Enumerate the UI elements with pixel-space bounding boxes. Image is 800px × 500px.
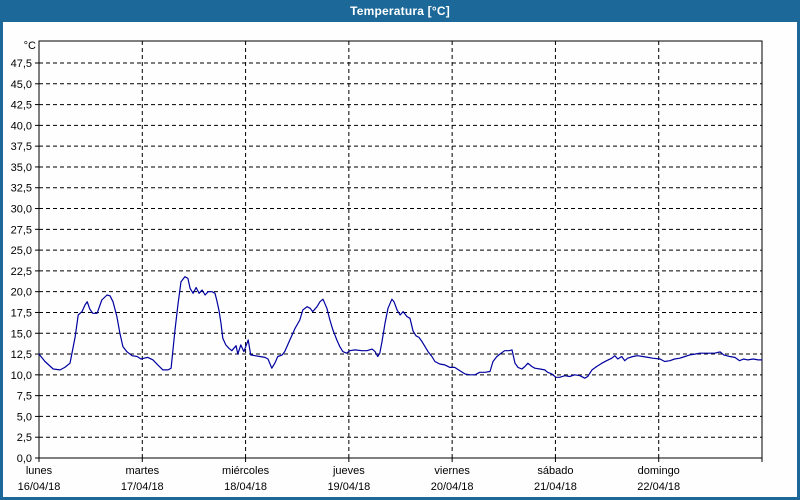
x-date-label: 20/04/18 <box>431 481 474 493</box>
x-date-label: 22/04/18 <box>637 481 680 493</box>
x-date-label: 17/04/18 <box>121 481 164 493</box>
y-tick-label: 15,0 <box>11 328 32 340</box>
x-weekday-label: martes <box>125 465 159 477</box>
y-tick-label: 40,0 <box>11 120 32 132</box>
x-date-label: 21/04/18 <box>534 481 577 493</box>
y-tick-label: 32,5 <box>11 183 32 195</box>
y-tick-label: 47,5 <box>11 58 32 70</box>
plot-background <box>39 41 762 458</box>
y-tick-label: 35,0 <box>11 162 32 174</box>
y-tick-label: 12,5 <box>11 349 32 361</box>
x-weekday-label: sábado <box>537 465 573 477</box>
x-weekday-label: lunes <box>26 465 53 477</box>
y-tick-label: 22,5 <box>11 266 32 278</box>
x-weekday-label: viernes <box>434 465 470 477</box>
x-weekday-label: jueves <box>332 465 365 477</box>
x-weekday-label: miércoles <box>222 465 270 477</box>
y-tick-label: 27,5 <box>11 224 32 236</box>
temperature-line <box>38 276 763 379</box>
y-tick-label: 5,0 <box>17 411 32 423</box>
title-bar[interactable]: Temperatura [°C] <box>3 0 797 22</box>
y-tick-label: 30,0 <box>11 204 32 216</box>
y-tick-label: 42,5 <box>11 100 32 112</box>
plot-frame <box>38 40 763 459</box>
y-tick-label: 0,0 <box>17 453 32 465</box>
y-tick-label: 2,5 <box>17 432 32 444</box>
y-tick-label: 45,0 <box>11 79 32 91</box>
y-tick-label: 20,0 <box>11 287 32 299</box>
y-tick-label: 10,0 <box>11 370 32 382</box>
x-date-label: 19/04/18 <box>327 481 370 493</box>
x-weekday-label: domingo <box>638 465 680 477</box>
y-tick-label: 25,0 <box>11 245 32 257</box>
y-tick-label: 7,5 <box>17 391 32 403</box>
x-date-label: 16/04/18 <box>18 481 61 493</box>
x-date-label: 18/04/18 <box>224 481 267 493</box>
y-tick-label: 17,5 <box>11 307 32 319</box>
y-tick-label: 37,5 <box>11 141 32 153</box>
temperature-chart: 0,0 2,5 5,0 7,5 10,0 12,5 15,0 17,5 20,0 22,5 25,0… <box>11 40 763 493</box>
window-title: Temperatura [°C] <box>350 4 450 18</box>
y-axis-unit: °C <box>24 40 36 52</box>
chart-area: 0,0 2,5 5,0 7,5 10,0 12,5 15,0 17,5 20,0 22,5 25,0… <box>3 22 797 497</box>
